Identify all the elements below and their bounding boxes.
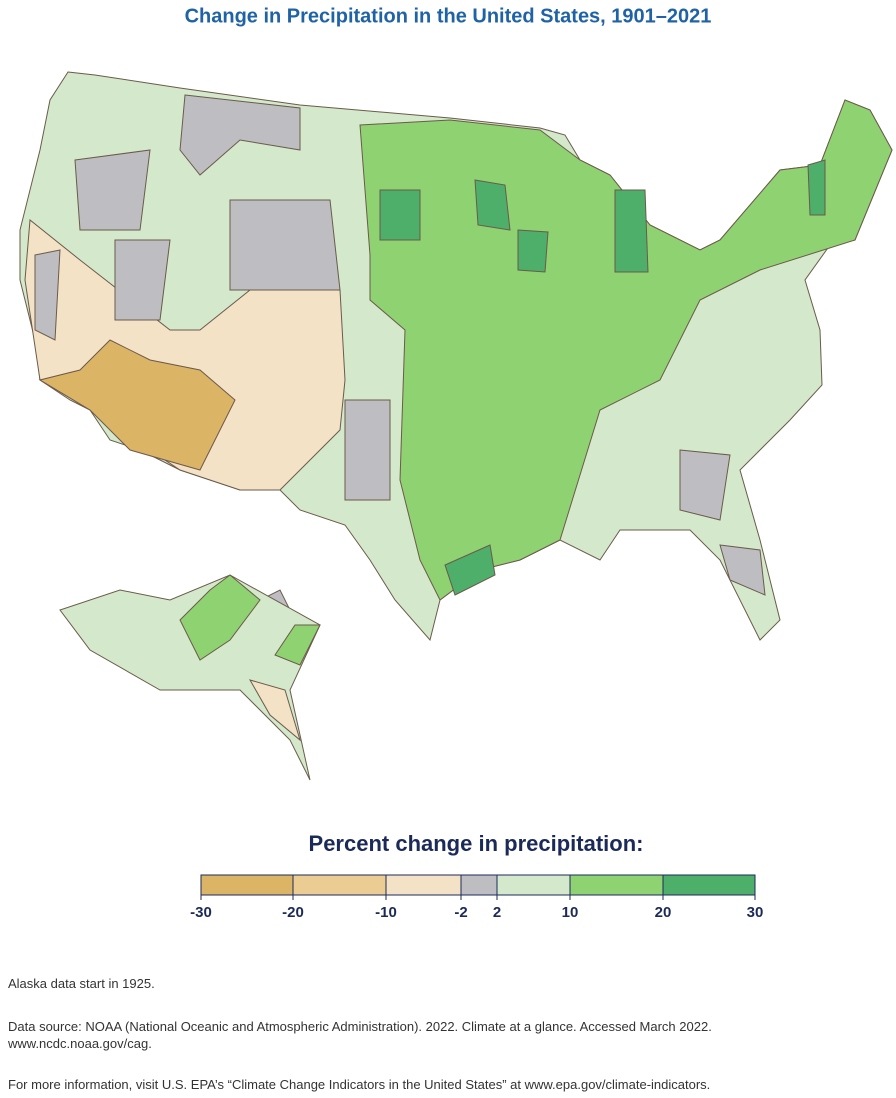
region-wetter	[274, 624, 321, 666]
region-gray	[179, 94, 301, 176]
legend-swatch	[662, 874, 756, 896]
region-gray	[74, 149, 151, 231]
legend-tick-label: -20	[282, 904, 304, 921]
region-gray	[679, 449, 731, 521]
region-driest	[38, 339, 236, 471]
legend-swatch	[460, 874, 498, 896]
region-drier	[248, 679, 301, 742]
conus-map	[19, 71, 893, 671]
region-dark-green	[444, 544, 496, 596]
legend-title: Percent change in precipitation:	[309, 831, 644, 856]
region-base	[59, 574, 321, 781]
region-gray	[34, 249, 61, 341]
legend-swatch	[496, 874, 571, 896]
region-dark-green	[517, 229, 549, 273]
wettest-regions	[379, 159, 826, 596]
note-source-url: www.ncdc.noaa.gov/cag.	[8, 1036, 152, 1051]
legend-tick-label: -2	[454, 904, 467, 921]
legend-tick-label: 2	[493, 904, 501, 921]
legend-tick-label: -10	[375, 904, 397, 921]
region-dark-green	[379, 189, 421, 241]
region-dark-green	[807, 159, 826, 216]
no-change-regions	[34, 94, 766, 671]
title: Change in Precipitation in the United St…	[185, 5, 712, 27]
legend-tick-label: 20	[655, 904, 672, 921]
alaska-map	[59, 574, 321, 781]
note-more-info: For more information, visit U.S. EPA’s “…	[8, 1077, 711, 1092]
map-figure: Change in Precipitation in the United St…	[19, 5, 893, 921]
legend-swatch	[385, 874, 462, 896]
region-gray	[719, 544, 766, 596]
legend-tick-label: 30	[747, 904, 764, 921]
region-gray	[114, 239, 171, 321]
note-alaska: Alaska data start in 1925.	[8, 976, 155, 991]
region-dark-green	[614, 189, 649, 273]
note-source: Data source: NOAA (National Oceanic and …	[8, 1019, 712, 1034]
region-gray	[229, 199, 341, 291]
legend-tick-label: 10	[562, 904, 579, 921]
legend-swatch	[292, 874, 387, 896]
legend-swatch	[200, 874, 294, 896]
legend-tick-label: -30	[190, 904, 212, 921]
legend-swatch	[569, 874, 664, 896]
legend: -30 -20 -10 -2 2 10 20 30	[190, 874, 764, 921]
region-wetter	[179, 574, 261, 661]
region-gray	[344, 399, 391, 501]
region-dark-green	[474, 179, 511, 231]
